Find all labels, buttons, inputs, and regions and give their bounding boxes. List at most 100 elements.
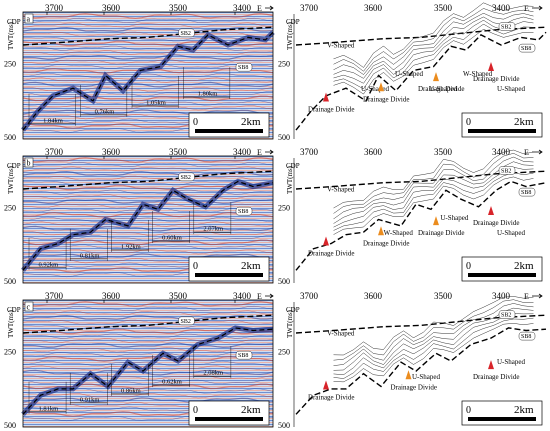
scale-zero: 0 <box>193 405 198 416</box>
distance-label: 2.07km <box>203 226 223 233</box>
y-tick-250: 250 <box>278 60 290 69</box>
section-frame <box>22 11 274 140</box>
channel-base-horizon <box>295 180 547 271</box>
y-tick-500: 500 <box>4 277 16 286</box>
seismic-reflector <box>22 175 274 181</box>
direction-arrow <box>265 149 274 155</box>
cdp-tick: 3600 <box>102 291 121 301</box>
distance-label: 0.81km <box>80 252 100 259</box>
distance-label: 2.08km <box>203 370 223 377</box>
cdp-tick: 3400 <box>233 291 252 301</box>
direction-label: E <box>257 4 262 13</box>
channel-shape-label: U-Shaped <box>395 70 423 78</box>
drainage-divide-label: Drainage Divide <box>473 75 519 83</box>
channel-base-horizon <box>295 327 547 415</box>
horizon-tag <box>235 62 253 72</box>
seismic-reflector <box>22 314 274 321</box>
horizon-tag <box>518 43 536 53</box>
cdp-tick: 3500 <box>434 291 453 301</box>
seismic-section-c: CDP 3700 3600 3500 3400 E TWT(ms) 250 500 c SB2 SB8… <box>4 291 274 430</box>
drainage-divide-label: Drainage Divide <box>308 393 354 401</box>
sb2-horizon <box>295 314 547 334</box>
seismic-reflector <box>22 54 274 61</box>
horizon-label: SB2 <box>181 175 191 181</box>
seismic-reflector <box>22 31 274 37</box>
direction-label: E <box>524 148 529 157</box>
cdp-tick: 3600 <box>364 3 383 13</box>
seismic-reflector <box>22 105 274 111</box>
drainage-divide-marker <box>488 61 494 71</box>
seismic-reflector <box>22 319 274 325</box>
direction-label: E <box>257 292 262 301</box>
cdp-label: CDP <box>286 18 300 26</box>
scale-bar <box>195 273 263 277</box>
channel-shape-label: U-Shaped <box>429 85 457 93</box>
channel-base-horizon <box>22 31 274 131</box>
drainage-divide-marker <box>488 360 494 370</box>
seismic-reflector <box>22 166 273 172</box>
panel-letter: c <box>27 303 31 312</box>
twt-axis-label: TWT(ms) <box>286 21 294 50</box>
horizon-tag <box>178 28 195 38</box>
sb2-horizon <box>22 26 274 46</box>
channel-fill-line <box>333 153 534 214</box>
scale-label: 2km <box>241 260 261 272</box>
cdp-tick: 3400 <box>492 3 511 13</box>
drainage-divide-label: Drainage Divide <box>308 105 354 113</box>
channel-fill-line <box>333 303 534 366</box>
cdp-label: CDP <box>7 18 21 26</box>
direction-label: E <box>524 292 529 301</box>
seismic-reflector <box>23 347 274 353</box>
seismic-reflector <box>22 305 274 312</box>
seismic-reflector <box>22 221 274 227</box>
y-tick-500: 500 <box>4 421 16 430</box>
channel-shape-label: V-Shaped <box>327 186 355 194</box>
channel-fill-line <box>333 23 534 90</box>
drainage-divide-marker <box>405 370 412 380</box>
channel-fill-line <box>333 149 534 209</box>
cdp-tick: 3600 <box>102 3 121 13</box>
distance-label: 1.92km <box>121 243 141 250</box>
cdp-tick: 3400 <box>492 147 511 157</box>
horizon-tag <box>518 331 536 341</box>
y-tick-250: 250 <box>278 204 290 213</box>
cdp-label: CDP <box>286 306 300 314</box>
horizon-label: SB2 <box>501 169 511 175</box>
panel-letter-box <box>24 301 34 312</box>
horizon-tag <box>178 172 195 182</box>
drainage-divide-label: Drainage Divide <box>363 95 409 103</box>
seismic-reflector <box>22 72 274 79</box>
sb2-horizon <box>295 26 547 46</box>
seismic-reflector <box>22 356 274 362</box>
twt-axis-label: TWT(ms) <box>286 309 294 338</box>
cdp-tick: 3500 <box>169 291 188 301</box>
scale-bar <box>195 417 263 421</box>
scale-zero: 0 <box>466 261 471 272</box>
sb2-horizon <box>295 170 547 190</box>
cdp-tick: 3500 <box>434 147 453 157</box>
seismic-reflector <box>23 324 273 330</box>
seismic-reflector <box>22 194 274 200</box>
scale-zero: 0 <box>193 117 198 128</box>
distance-label: 0.91km <box>80 396 100 403</box>
drainage-divide-marker <box>433 72 439 82</box>
sb2-horizon <box>22 314 274 334</box>
cdp-tick: 3700 <box>45 3 64 13</box>
channel-base-horizon <box>22 327 274 415</box>
distance-label: 1.80km <box>198 91 218 98</box>
channel-shape-label: V-Shaped <box>327 330 355 338</box>
direction-arrow <box>532 5 543 11</box>
cdp-tick: 3400 <box>233 3 252 13</box>
section-frame <box>22 299 274 428</box>
twt-axis-label: TWT(ms) <box>7 165 15 194</box>
drainage-divide-label: Drainage Divide <box>418 229 464 237</box>
channel-fill-line <box>333 2 534 68</box>
distance-label: 0.86km <box>121 387 141 394</box>
seismic-reflector <box>22 249 274 255</box>
